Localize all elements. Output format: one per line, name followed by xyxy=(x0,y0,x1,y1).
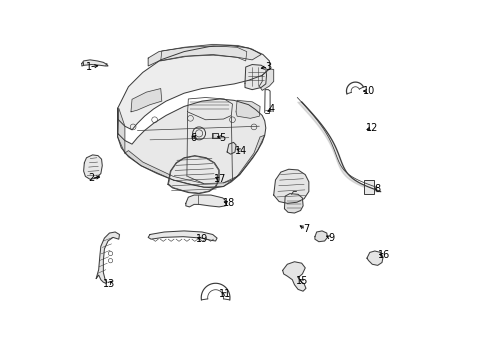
Text: 14: 14 xyxy=(235,145,247,156)
Polygon shape xyxy=(96,232,120,283)
Polygon shape xyxy=(283,262,306,291)
Polygon shape xyxy=(82,60,108,66)
Text: 12: 12 xyxy=(366,123,378,133)
Polygon shape xyxy=(148,44,261,66)
Polygon shape xyxy=(125,135,265,187)
Polygon shape xyxy=(118,45,270,130)
Text: 1: 1 xyxy=(86,62,92,72)
Text: 3: 3 xyxy=(265,62,271,72)
Polygon shape xyxy=(131,89,162,112)
Polygon shape xyxy=(227,142,236,154)
Polygon shape xyxy=(274,169,309,203)
FancyBboxPatch shape xyxy=(364,180,374,194)
Polygon shape xyxy=(118,108,125,153)
Text: 11: 11 xyxy=(219,289,231,299)
Polygon shape xyxy=(168,156,219,194)
Polygon shape xyxy=(212,133,218,138)
Text: 4: 4 xyxy=(269,104,275,114)
Text: 19: 19 xyxy=(196,234,208,244)
Polygon shape xyxy=(367,251,383,265)
Text: 7: 7 xyxy=(303,225,309,234)
Text: 10: 10 xyxy=(363,86,375,96)
Polygon shape xyxy=(84,155,102,179)
Text: 9: 9 xyxy=(328,233,334,243)
Text: 2: 2 xyxy=(88,173,95,183)
Text: 16: 16 xyxy=(378,250,390,260)
Polygon shape xyxy=(259,69,274,90)
Polygon shape xyxy=(186,195,227,207)
Polygon shape xyxy=(236,100,260,118)
Text: 15: 15 xyxy=(296,276,309,286)
Text: 17: 17 xyxy=(214,174,226,184)
Text: 5: 5 xyxy=(220,133,226,143)
Text: 18: 18 xyxy=(223,198,235,208)
Polygon shape xyxy=(118,99,266,188)
Polygon shape xyxy=(245,64,267,90)
Polygon shape xyxy=(315,231,327,242)
Polygon shape xyxy=(148,231,217,241)
Text: 8: 8 xyxy=(375,184,381,194)
Polygon shape xyxy=(285,194,303,213)
Text: 6: 6 xyxy=(190,133,196,143)
Text: 13: 13 xyxy=(102,279,115,289)
